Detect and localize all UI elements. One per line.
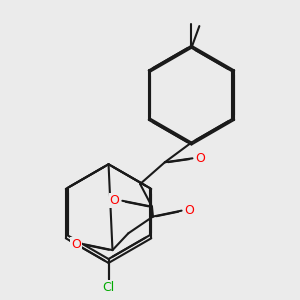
Text: O: O (184, 204, 194, 217)
Text: Cl: Cl (102, 284, 115, 297)
Text: O: O (195, 152, 205, 165)
Text: Cl: Cl (102, 281, 115, 294)
Text: O: O (71, 238, 81, 251)
Text: O: O (110, 194, 119, 207)
